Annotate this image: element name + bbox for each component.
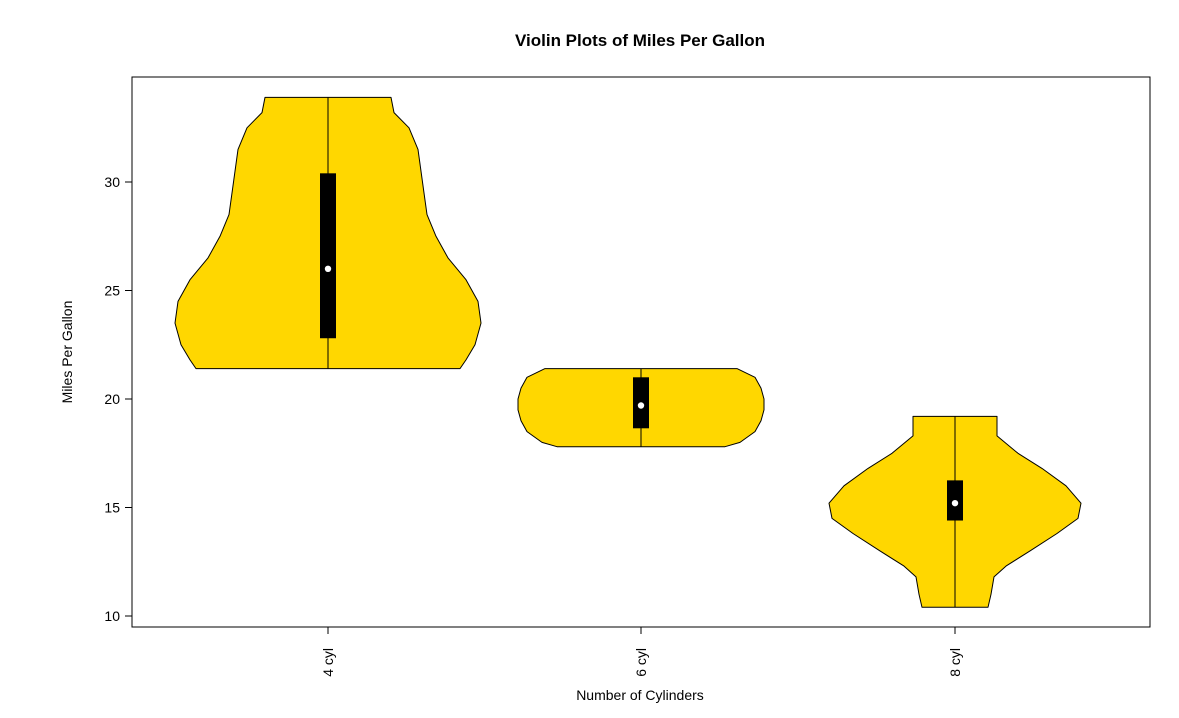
violin-6-cyl xyxy=(517,368,765,448)
y-tick-label: 10 xyxy=(104,608,120,624)
x-axis-label: Number of Cylinders xyxy=(576,687,704,703)
violin-4-cyl xyxy=(174,96,482,370)
y-axis-label: Miles Per Gallon xyxy=(59,301,75,404)
violin-box-4-cyl xyxy=(320,173,336,339)
y-tick-label: 30 xyxy=(104,174,120,190)
y-tick-label: 15 xyxy=(104,500,120,516)
x-tick-label: 6 cyl xyxy=(633,648,649,677)
violin-median-4-cyl xyxy=(324,265,332,272)
violin-median-6-cyl xyxy=(637,402,645,409)
x-axis: 4 cyl 6 cyl 8 cyl xyxy=(320,626,963,677)
violin-8-cyl xyxy=(828,415,1082,608)
chart-title: Violin Plots of Miles Per Gallon xyxy=(515,31,765,50)
violin-median-8-cyl xyxy=(951,499,959,507)
x-tick-label: 8 cyl xyxy=(947,648,963,677)
y-tick-label: 25 xyxy=(104,283,120,299)
y-tick-label: 20 xyxy=(104,391,120,407)
y-axis: 10 15 20 25 30 xyxy=(104,174,133,624)
x-tick-label: 4 cyl xyxy=(320,648,336,677)
violins-layer xyxy=(174,96,1082,608)
